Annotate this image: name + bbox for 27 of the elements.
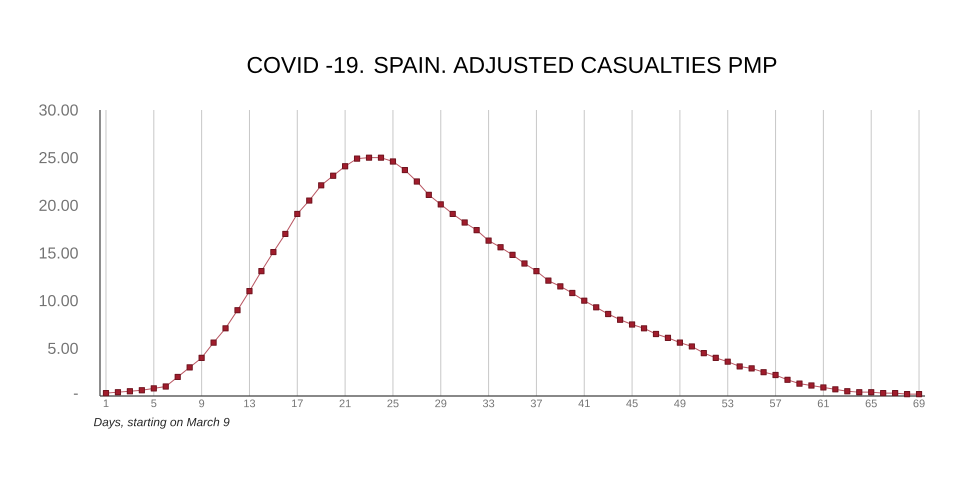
x-tick-label: 13 <box>244 400 256 408</box>
x-tick-label: 21 <box>340 400 351 408</box>
y-tick-label: 25.00 <box>39 152 78 164</box>
y-tick-label: 20.00 <box>39 200 78 211</box>
x-tick-label: 25 <box>387 400 399 408</box>
x-tick-label: 41 <box>578 400 590 408</box>
x-tick-label: 1 <box>104 400 108 408</box>
y-tick-label: 5.00 <box>48 342 78 354</box>
y-tick-label: 10.00 <box>40 295 78 306</box>
x-tick-label: 57 <box>770 400 782 408</box>
x-axis-title: Days, starting on March 9 <box>94 418 230 429</box>
chart-title: COVID -19. SPAIN. ADJUSTED CASUALTIES PMP <box>248 56 776 74</box>
x-tick-label: 49 <box>674 400 686 408</box>
x-tick-label: 53 <box>722 400 734 408</box>
x-tick-label: 61 <box>818 400 829 408</box>
x-tick-label: 9 <box>199 400 204 408</box>
y-tick-label: - <box>74 394 78 395</box>
y-tick-label: 15.00 <box>40 247 78 259</box>
x-tick-label: 45 <box>626 400 638 408</box>
x-tick-label: 5 <box>151 400 156 408</box>
x-tick-label: 29 <box>435 400 446 408</box>
x-tick-label: 37 <box>530 400 542 408</box>
y-tick-label: 30.00 <box>39 104 78 116</box>
x-tick-label: 33 <box>482 400 494 408</box>
x-tick-label: 65 <box>866 400 877 408</box>
x-tick-label: 69 <box>914 400 925 408</box>
x-tick-label: 17 <box>292 400 303 408</box>
